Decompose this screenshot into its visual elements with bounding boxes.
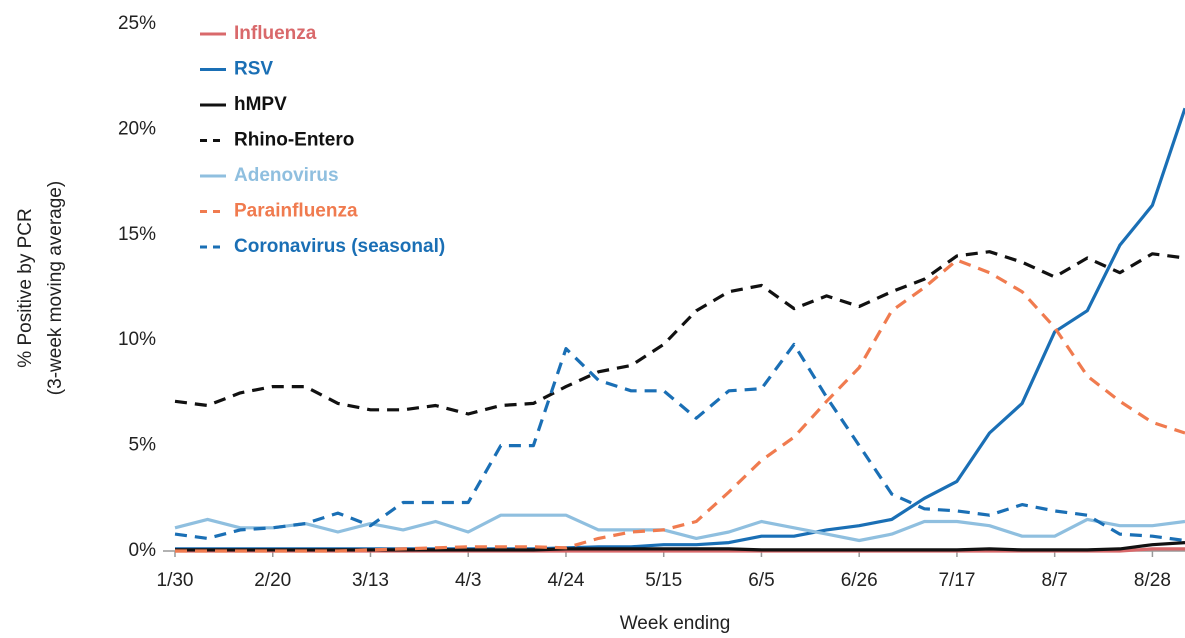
y-tick-label: 25% bbox=[118, 13, 156, 34]
legend-label: Coronavirus (seasonal) bbox=[234, 236, 445, 257]
legend-label: Rhino-Entero bbox=[234, 130, 354, 151]
series-line bbox=[175, 258, 1185, 553]
y-axis-label: (3-week moving average) bbox=[45, 181, 66, 395]
x-tick-label: 5/15 bbox=[645, 570, 682, 591]
x-tick-label: 6/26 bbox=[841, 570, 878, 591]
x-tick-label: 3/13 bbox=[352, 570, 389, 591]
x-tick-label: 1/30 bbox=[157, 570, 194, 591]
x-tick-label: 8/28 bbox=[1134, 570, 1171, 591]
y-axis-label: % Positive by PCR bbox=[15, 208, 36, 367]
legend-label: Parainfluenza bbox=[234, 201, 358, 222]
legend-label: hMPV bbox=[234, 94, 287, 115]
x-axis-label: Week ending bbox=[620, 613, 731, 634]
y-tick-label: 15% bbox=[118, 224, 156, 245]
y-tick-label: 20% bbox=[118, 118, 156, 139]
x-tick-label: 2/20 bbox=[254, 570, 291, 591]
x-tick-label: 6/5 bbox=[748, 570, 774, 591]
x-tick-label: 7/17 bbox=[938, 570, 975, 591]
y-tick-label: 5% bbox=[129, 435, 157, 456]
x-tick-label: 4/3 bbox=[455, 570, 481, 591]
series-line bbox=[174, 513, 1185, 543]
legend-label: Influenza bbox=[234, 23, 317, 44]
y-tick-label: 0% bbox=[129, 540, 157, 561]
legend-label: RSV bbox=[234, 59, 273, 80]
x-tick-label: 8/7 bbox=[1041, 570, 1067, 591]
x-tick-label: 4/24 bbox=[547, 570, 584, 591]
series-line bbox=[174, 250, 1185, 416]
y-tick-label: 10% bbox=[118, 329, 156, 350]
legend-label: Adenovirus bbox=[234, 165, 339, 186]
series-line bbox=[174, 342, 1185, 543]
